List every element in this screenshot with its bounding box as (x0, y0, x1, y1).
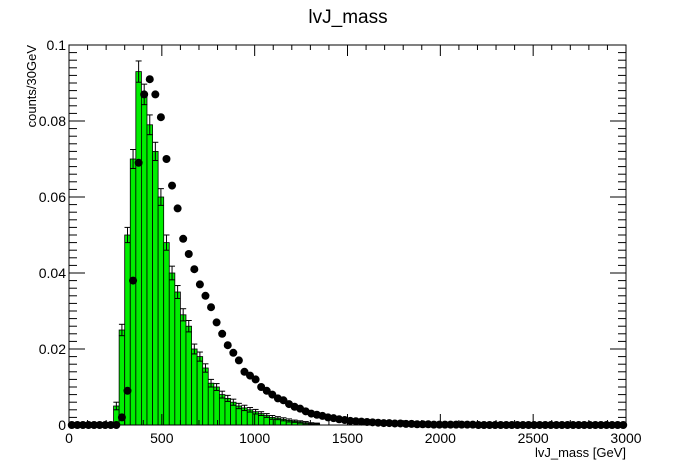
histogram-bar (196, 356, 204, 426)
histogram-bar (152, 150, 159, 426)
data-point (156, 113, 165, 122)
x-tick-label: 1000 (239, 430, 270, 446)
data-point (134, 158, 143, 167)
histogram-bar (124, 234, 131, 426)
data-point (129, 276, 138, 285)
data-point (201, 291, 210, 300)
histogram-bar (129, 158, 137, 426)
histogram-bar (163, 242, 170, 426)
data-point (401, 419, 410, 428)
histogram-bar (224, 397, 231, 426)
histogram-bar (168, 272, 176, 426)
x-tick-label: 2000 (425, 430, 456, 446)
x-tick-label: 3000 (610, 430, 641, 446)
data-point (251, 375, 260, 384)
histogram-bar (157, 196, 165, 426)
data-point (140, 90, 149, 99)
y-tick-label: 0.1 (47, 37, 67, 53)
histogram-bar (218, 394, 226, 426)
data-point (207, 303, 216, 312)
y-tick-label: 0.08 (39, 113, 66, 129)
data-point (234, 356, 243, 365)
histogram-bar (179, 314, 187, 426)
histogram-bar (202, 367, 209, 426)
data-point (212, 318, 221, 327)
y-tick-label: 0 (58, 417, 66, 433)
data-point (413, 420, 422, 429)
data-point (151, 90, 160, 99)
histogram-bar (191, 348, 198, 426)
histogram-bar (174, 291, 181, 426)
histogram-bar (185, 325, 192, 426)
data-point (418, 420, 427, 429)
histogram-bar (118, 329, 126, 426)
x-tick-label: 500 (150, 430, 174, 446)
data-point (184, 250, 193, 258)
data-point (117, 413, 126, 422)
data-point (218, 329, 227, 338)
data-point (162, 155, 171, 163)
y-tick-label: 0.02 (39, 341, 66, 357)
x-axis-label: lvJ_mass [GeV] (535, 445, 626, 460)
histogram-bar (141, 94, 148, 426)
axes-layer: 0 500 1000 1500 2000 2500 3000 0 0.02 0.04 0.06 0.0… (39, 37, 642, 446)
histogram-bar (207, 382, 215, 426)
data-point (173, 204, 182, 213)
data-point (190, 265, 199, 274)
chart-title: lvJ_mass (308, 7, 387, 28)
y-tick-label: 0.04 (39, 265, 66, 281)
data-point (195, 280, 204, 289)
data-point (179, 234, 188, 243)
data-point (145, 75, 154, 84)
data-point (229, 348, 238, 357)
data-point (223, 341, 232, 350)
x-tick-label: 1500 (332, 430, 363, 446)
y-tick-label: 0.06 (39, 189, 66, 205)
x-tick-label: 0 (65, 430, 73, 446)
histogram-bar (135, 71, 142, 426)
histogram-bar (146, 124, 153, 426)
x-tick-label: 2500 (518, 430, 549, 446)
data-point (123, 386, 132, 395)
data-point (168, 181, 177, 190)
histogram-bar (213, 386, 220, 426)
y-axis-label: counts/30GeV (24, 45, 39, 128)
